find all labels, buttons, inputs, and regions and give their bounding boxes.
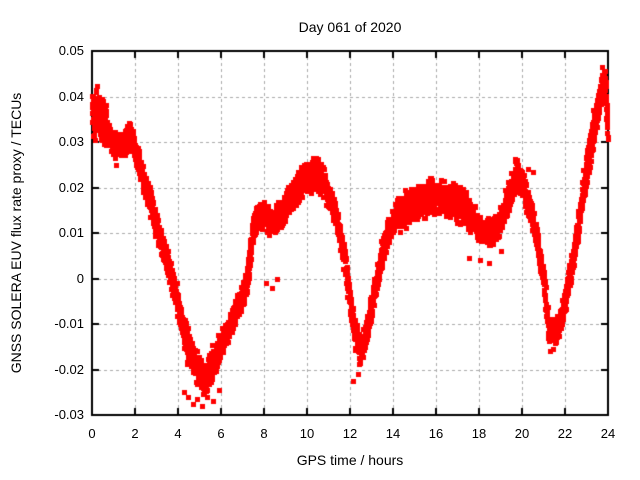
x-tick-label: 14: [385, 426, 401, 441]
x-tick-label: 22: [557, 426, 573, 441]
y-tick-label: -0.03: [54, 407, 84, 422]
x-tick-label: 8: [260, 426, 268, 441]
y-tick-label: 0.03: [58, 134, 84, 149]
chart-title: Day 061 of 2020: [298, 19, 402, 35]
x-tick-label: 4: [174, 426, 182, 441]
y-tick-label: 0: [76, 270, 84, 286]
x-tick-label: 16: [428, 426, 444, 441]
y-tick-label: 0.01: [58, 225, 84, 240]
y-tick-label: 0.02: [58, 179, 84, 195]
x-axis-label: GPS time / hours: [296, 452, 404, 468]
x-tick-label: 6: [217, 426, 225, 441]
y-tick-label: 0.05: [58, 43, 84, 58]
y-tick-label: -0.01: [54, 316, 84, 331]
y-tick-label: 0.04: [58, 88, 84, 104]
x-tick-label: 18: [471, 426, 487, 441]
y-tick-label: -0.02: [54, 361, 84, 377]
x-tick-label: 0: [88, 426, 96, 441]
x-tick-label: 10: [299, 426, 315, 441]
x-tick-label: 20: [514, 426, 530, 441]
x-tick-label: 2: [131, 426, 139, 441]
x-tick-label: 24: [600, 426, 616, 441]
x-tick-label: 12: [342, 426, 358, 441]
